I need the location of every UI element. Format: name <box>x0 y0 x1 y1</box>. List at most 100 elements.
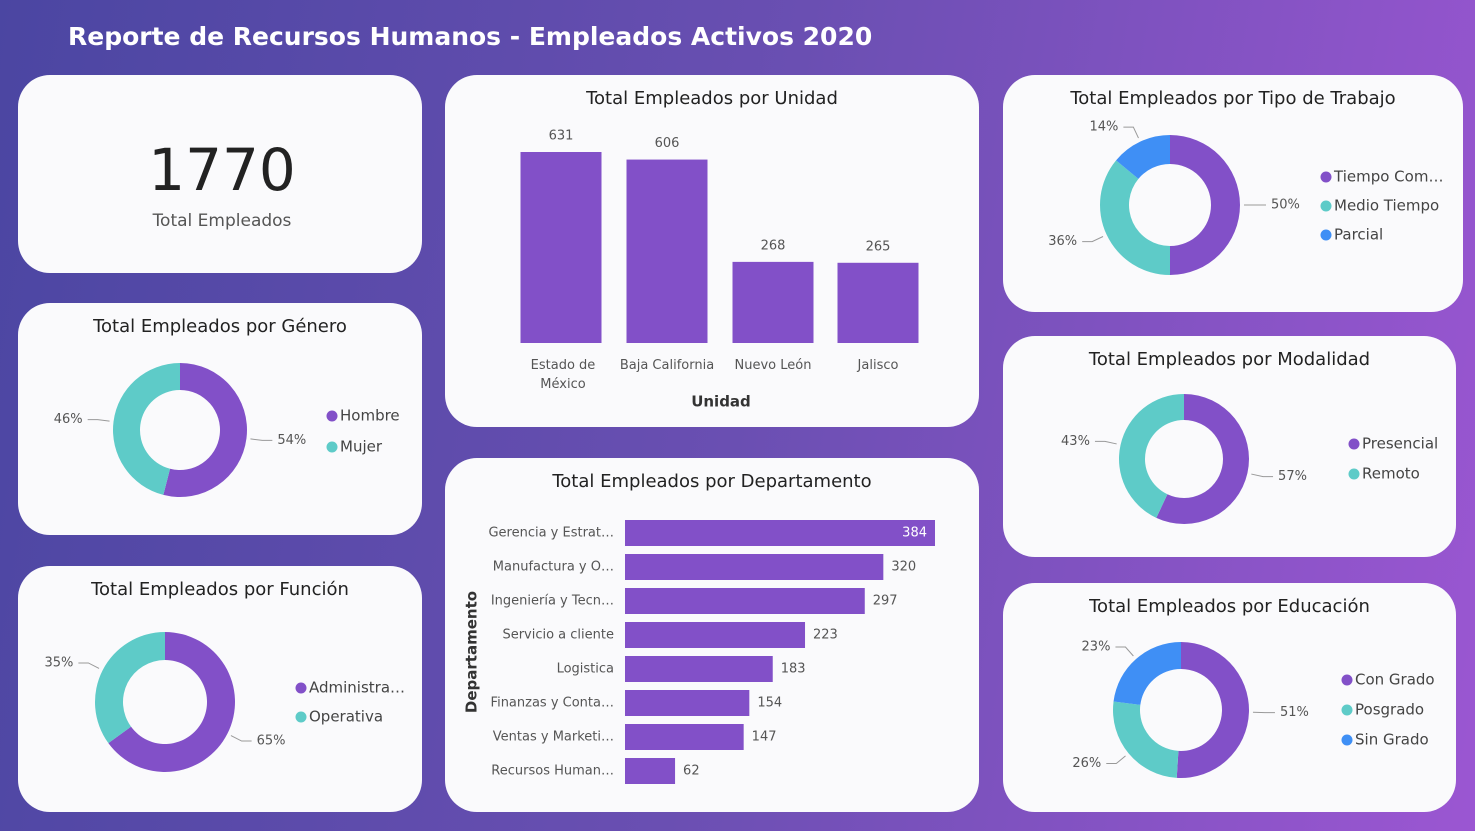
donut-slice <box>108 632 235 772</box>
legend-marker <box>1341 674 1353 686</box>
chart-title: Total Empleados por Unidad <box>585 88 838 109</box>
legend-marker <box>1341 734 1353 746</box>
chart-title: Total Empleados por Departamento <box>551 471 871 492</box>
legend-marker <box>295 682 307 694</box>
x-tick-label: Nuevo León <box>734 358 812 373</box>
data-label: 50% <box>1271 198 1300 213</box>
legend-label: Con Grado <box>1355 671 1435 689</box>
chart-title: Total Empleados por Género <box>92 316 347 337</box>
chart-title: Total Empleados por Tipo de Trabajo <box>1069 88 1395 109</box>
legend-label: Hombre <box>340 407 400 425</box>
bar <box>520 152 602 343</box>
bar <box>626 159 708 343</box>
data-label: 36% <box>1048 234 1077 249</box>
donut-slice <box>1113 642 1181 705</box>
data-label: 46% <box>54 412 83 427</box>
data-label: 51% <box>1280 705 1309 720</box>
data-label: 265 <box>866 239 891 254</box>
y-axis-label: Departamento <box>463 591 481 713</box>
leader-line <box>1123 126 1139 139</box>
donut-slice <box>1156 394 1249 524</box>
kpi-label: Total Empleados <box>152 211 292 231</box>
leader-line <box>1106 755 1126 765</box>
y-tick-label: Ventas y Marketi… <box>493 730 614 745</box>
data-label: 183 <box>781 662 806 677</box>
data-label: 62 <box>683 764 700 779</box>
legend-marker <box>1320 229 1332 241</box>
chart-title: Total Empleados por Función <box>90 579 349 600</box>
legend-label: Posgrado <box>1355 701 1424 719</box>
legend-label: Presencial <box>1362 435 1438 453</box>
bar <box>625 656 773 682</box>
donut-slice <box>1118 394 1184 518</box>
donut-slice <box>1116 135 1170 179</box>
legend-label: Parcial <box>1334 226 1383 244</box>
data-label: 54% <box>277 433 306 448</box>
legend-marker <box>326 410 338 422</box>
data-label: 268 <box>761 238 786 253</box>
y-tick-label: Servicio a cliente <box>502 628 614 643</box>
kpi-value: 1770 <box>148 136 296 204</box>
data-label: 65% <box>257 734 286 749</box>
legend-marker <box>1348 438 1360 450</box>
leader-line <box>250 438 273 441</box>
data-label: 297 <box>873 594 898 609</box>
data-label: 223 <box>813 628 838 643</box>
data-label: 43% <box>1061 434 1090 449</box>
page-title: Reporte de Recursos Humanos - Empleados … <box>68 22 872 51</box>
donut-slice <box>1170 135 1240 275</box>
legend-marker <box>1320 171 1332 183</box>
legend-label: Tiempo Com… <box>1333 168 1443 186</box>
legend-marker <box>1320 200 1332 212</box>
leader-line <box>1094 440 1117 445</box>
legend-label: Operativa <box>309 708 383 726</box>
y-tick-label: Finanzas y Conta… <box>491 696 614 711</box>
y-tick-label: Gerencia y Estrat… <box>488 526 614 541</box>
data-label: 23% <box>1082 639 1111 654</box>
data-label: 35% <box>44 655 73 670</box>
bar <box>625 520 935 546</box>
data-label: 14% <box>1089 120 1118 135</box>
legend-label: Medio Tiempo <box>1334 197 1439 215</box>
legend-label: Remoto <box>1362 465 1420 483</box>
legend-marker <box>326 441 338 453</box>
legend-marker <box>1348 468 1360 480</box>
bar <box>837 262 919 343</box>
bar <box>625 588 865 614</box>
chart-title: Total Empleados por Educación <box>1088 596 1370 617</box>
y-tick-label: Logistica <box>557 662 614 677</box>
data-label: 384 <box>902 526 927 541</box>
data-label: 320 <box>891 560 916 575</box>
legend-marker <box>295 711 307 723</box>
bar <box>625 724 744 750</box>
y-tick-label: Manufactura y O… <box>493 560 614 575</box>
donut-slice <box>163 363 247 497</box>
chart-title: Total Empleados por Modalidad <box>1088 349 1370 370</box>
data-label: 606 <box>655 136 680 151</box>
donut-slice <box>1113 701 1179 778</box>
legend-label: Sin Grado <box>1355 731 1429 749</box>
data-label: 631 <box>549 129 574 144</box>
donut-slice <box>1100 160 1170 275</box>
bar <box>625 622 806 648</box>
legend-label: Administra… <box>309 679 405 697</box>
data-label: 147 <box>752 730 777 745</box>
data-label: 154 <box>757 696 782 711</box>
leader-line <box>230 735 252 742</box>
x-tick-label: Estado de México <box>530 358 596 392</box>
data-label: 26% <box>1072 756 1101 771</box>
x-axis-label: Unidad <box>691 393 751 411</box>
leader-line <box>1251 473 1274 478</box>
bar <box>625 690 750 716</box>
leader-line <box>1115 646 1134 657</box>
donut-slice <box>94 632 165 744</box>
x-tick-label: Jalisco <box>857 358 899 373</box>
y-tick-label: Recursos Human… <box>491 764 614 779</box>
leader-line <box>78 662 100 669</box>
bar <box>625 554 884 580</box>
kpi-card <box>18 75 422 273</box>
leader-line <box>87 419 110 422</box>
donut-slice <box>1176 642 1249 778</box>
